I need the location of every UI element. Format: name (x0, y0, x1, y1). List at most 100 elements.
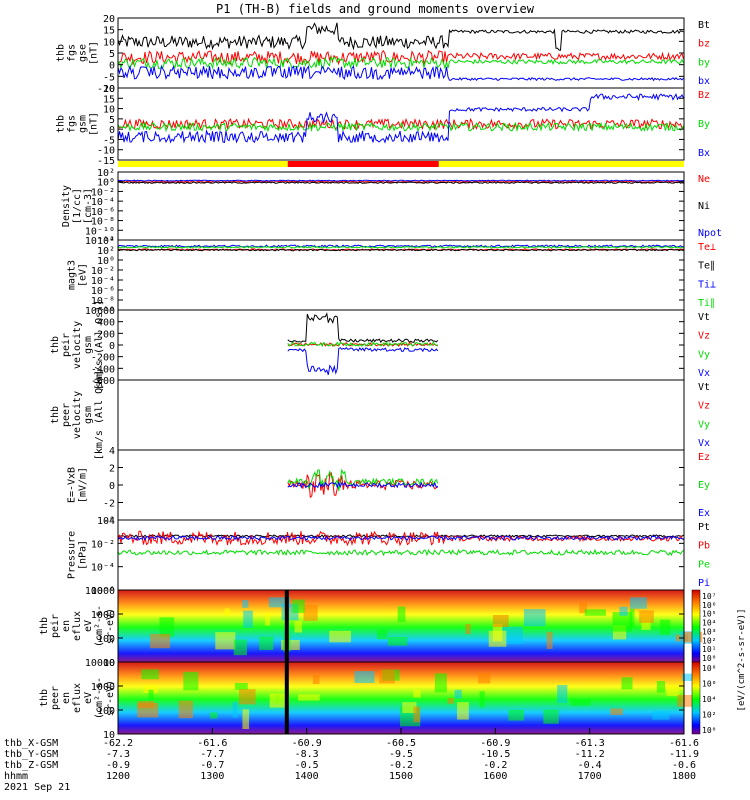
spectrogram-patch (354, 671, 375, 683)
ytick-label: -5 (103, 72, 115, 83)
legend-Vy: Vy (698, 419, 710, 430)
axis-row-value: 1300 (200, 771, 224, 782)
axis-row-value: -0.9 (106, 760, 130, 771)
spectrogram-patch (629, 597, 647, 609)
axis-row-value: -60.9 (292, 738, 322, 749)
ex-line (287, 481, 439, 489)
spectrogram-patch (148, 689, 154, 700)
ytick-label: 10⁻⁶ (91, 586, 115, 597)
spectrogram-patch (239, 689, 256, 705)
legend-Ez: Ez (698, 452, 710, 463)
legend-Ne: Ne (698, 174, 710, 185)
ytick-label: -200 (91, 353, 115, 364)
legend-Vt: Vt (698, 382, 710, 393)
data-gap-marker (284, 662, 289, 734)
axis-row-value: 1800 (672, 771, 696, 782)
panel-ylabel: thb (39, 689, 50, 707)
colorbar-tick: 10⁰ (702, 654, 716, 663)
axis-row-value: -61.3 (575, 738, 605, 749)
spectrogram-patch (234, 682, 248, 690)
legend-Ti∥: Ti∥ (698, 298, 715, 309)
spectrogram-patch (137, 700, 155, 708)
panel-ylabel: magt3 (67, 260, 78, 290)
ytick-label: 5 (109, 115, 115, 126)
axis-row-value: -9.5 (389, 749, 413, 760)
ytick-label: 10⁻⁸ (91, 217, 115, 228)
panel-ylabel: peir (50, 614, 61, 638)
spectrogram-patch (479, 691, 485, 708)
spectrogram-patch (660, 619, 671, 635)
panel-frame-peer-velocity (117, 379, 685, 451)
axis-row-value: -60.5 (386, 738, 416, 749)
panel-ylabel: gse (78, 44, 89, 62)
panel-ylabel: eflux (72, 611, 83, 641)
axis-row-value: 1400 (295, 771, 319, 782)
ytick-label: 10⁰ (97, 256, 115, 267)
axis-row-value: -0.6 (672, 760, 696, 771)
legend-Vt: Vt (698, 312, 710, 323)
panel-frame-pressure (117, 519, 685, 591)
ytick-label: 10⁻⁴ (91, 563, 115, 574)
spectrogram-patch (379, 669, 395, 684)
ytick-label: 100 (97, 706, 115, 717)
spectrogram-patch (579, 602, 587, 614)
spectrogram-patch (281, 639, 300, 650)
panel-ylabel: (cm²-s- (94, 677, 105, 719)
spectrogram-patch (141, 669, 159, 680)
spectrogram-patch (298, 694, 320, 701)
spectrogram-patch (523, 609, 546, 627)
axis-row-value: 1200 (106, 771, 130, 782)
spectrogram-patch (150, 633, 171, 649)
spectrogram-patch (492, 614, 509, 627)
panel-ylabel: (cm²-s- (94, 605, 105, 647)
spectrogram-patch (652, 711, 670, 720)
legend-Npot: Npot (698, 228, 722, 239)
spectrogram-patch (488, 630, 507, 647)
ytick-label: 10⁻² (91, 266, 115, 277)
panel-ylabel: [nPa] (78, 540, 89, 570)
ytick-label: 2 (109, 464, 115, 475)
axis-row-label: thb_X-GSM (4, 738, 58, 749)
axis-row-value: -11.2 (575, 749, 605, 760)
axis-row-value: -0.7 (200, 760, 224, 771)
legend-Pi: Pi (698, 578, 710, 589)
ytick-label: 10⁰ (97, 516, 115, 527)
ytick-label: -600 (91, 376, 115, 387)
legend-By: By (698, 119, 710, 130)
colorbar-tick: 10⁵ (702, 610, 716, 619)
survey-bar-red (287, 161, 439, 167)
spectrogram-patch (259, 636, 274, 650)
spectrogram-patch (303, 604, 318, 621)
spectrogram-patch (292, 599, 305, 613)
panel-frame-fgs-gsm (117, 87, 685, 161)
panel-ylabel: velocity (72, 391, 83, 439)
panel-frame-fgs-gse (117, 17, 685, 89)
colorbar-tick: 10⁶ (702, 601, 716, 610)
spectrogram-patch (264, 612, 271, 626)
axis-row-label: thb_Z-GSM (4, 760, 58, 771)
spectrogram-patch (402, 702, 417, 714)
axis-row-value: -60.9 (480, 738, 510, 749)
panel-ylabel: E=-VxB (67, 467, 78, 503)
panel-ylabel: eV (83, 620, 94, 632)
panel-ylabel: thb (56, 115, 67, 133)
spectrogram-patch (397, 606, 406, 623)
spectrogram-patch (268, 597, 291, 608)
axis-row-value: -11.9 (669, 749, 699, 760)
axis-row-value: -7.3 (106, 749, 130, 760)
spectrogram-patch (447, 697, 454, 704)
colorbar-tick: 10² (702, 636, 716, 645)
spectrogram-patch (143, 685, 159, 694)
spectrogram-patch (619, 606, 628, 616)
panel-ylabel: Pressure (67, 531, 78, 579)
panel-ylabel: Density (61, 185, 72, 227)
legend-Vx: Vx (698, 368, 710, 379)
axis-row-value: -0.5 (295, 760, 319, 771)
panel-ylabel: thb (39, 617, 50, 635)
panel-ylabel: [eV] (78, 263, 89, 287)
axis-row-value: -61.6 (669, 738, 699, 749)
spectrogram-patch (269, 693, 288, 708)
by-gsm-line (117, 121, 684, 133)
npot-line (118, 179, 684, 182)
